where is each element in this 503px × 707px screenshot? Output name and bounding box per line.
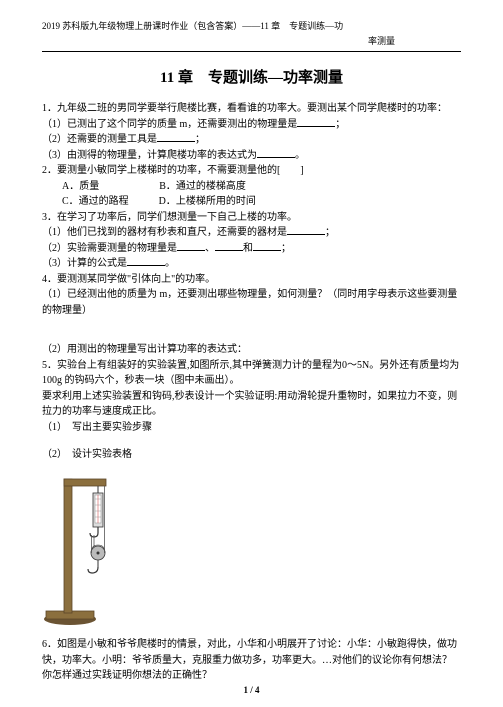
q1-1-end: ； xyxy=(335,119,345,130)
q3: 3．在学习了功率后，同学们想测量一下自己上楼的功率。 xyxy=(42,210,461,226)
q2-a: A．质量 B．通过的楼梯高度 xyxy=(42,179,461,195)
q2-b: C．通过的路程 D．上楼梯所用的时间 xyxy=(42,194,461,210)
header-line-1: 2019 苏科版九年级物理上册课时作业（包含答案）——11 章 专题训练—功 xyxy=(42,20,461,33)
page-number: 1 / 4 xyxy=(0,685,503,695)
q5-2: （2） 设计实验表格 xyxy=(42,447,461,463)
apparatus-figure xyxy=(42,471,461,632)
apparatus-svg xyxy=(42,471,132,626)
blank xyxy=(215,241,243,251)
blank xyxy=(177,241,205,251)
q3-1-text: （1）他们已找到的器材有秒表和直尺，还需要的器材是 xyxy=(42,227,287,238)
document-title: 11 章 专题训练—功率测量 xyxy=(42,66,461,87)
blank xyxy=(253,241,281,251)
q4-2: （2）用测出的物理量写出计算功率的表达式： xyxy=(42,342,461,358)
q5a: 要求利用上述实验装置和钩码,秒表设计一个实验证明:用动滑轮提升重物时，如果拉力不… xyxy=(42,389,461,420)
q3-2-m1: 、 xyxy=(205,243,215,254)
q1-3-text: （3）由测得的物理量，计算爬楼功率的表达式为 xyxy=(42,150,257,161)
q1-2-end: ； xyxy=(195,134,205,145)
q3-1: （1）他们已找到的器材有秒表和直尺，还需要的器材是 ； xyxy=(42,225,461,241)
q3-2: （2）实验需要测量的物理量是 、 和 ； xyxy=(42,241,461,257)
pulley-axle xyxy=(97,551,100,554)
q4: 4．要测测某同学做"引体向上"的功率。 xyxy=(42,272,461,288)
q3-2-m2: 和 xyxy=(243,243,253,254)
q4-1: （1）已经测出他的质量为 m，还要测出哪些物理量，如何测量？（同时用字母表示这些… xyxy=(42,287,461,318)
q5: 5．实验台上有组装好的实验装置,如图所示,其中弹簧测力计的量程为0～5N。另外还… xyxy=(42,358,461,389)
top-arm xyxy=(64,479,106,486)
blank xyxy=(287,225,325,235)
q1: 1．九年级二班的男同学要举行爬楼比赛，看看谁的功率大。要测出某个同学爬楼时的功率… xyxy=(42,101,461,117)
q3-1-end: ； xyxy=(325,227,335,238)
q1-3: （3）由测得的物理量，计算爬楼功率的表达式为 。 xyxy=(42,148,461,164)
header-line-2: 率测量 xyxy=(42,35,461,48)
q6: 6．如图是小敏和爷爷爬楼时的情景，对此，小华和小明展开了讨论：小华：小敏跑得快，… xyxy=(42,637,461,684)
q3-3: （3）计算的公式是 。 xyxy=(42,256,461,272)
q3-2-end: ； xyxy=(281,243,291,254)
q3-3-end: 。 xyxy=(165,258,175,269)
pulley-hook xyxy=(88,567,98,573)
body-content: 1．九年级二班的男同学要举行爬楼比赛，看看谁的功率大。要测出某个同学爬楼时的功率… xyxy=(42,101,461,684)
q1-2-text: （2）还需要的测量工具是 xyxy=(42,134,157,145)
header-divider xyxy=(42,51,461,52)
blank xyxy=(157,132,195,142)
q1-1: （1）已测出了这个同学的质量 m，还需要测出的物理量是 ； xyxy=(42,117,461,133)
blank xyxy=(297,117,335,127)
q3-2-text: （2）实验需要测量的物理量是 xyxy=(42,243,177,254)
blank-space xyxy=(42,435,461,447)
blank-space xyxy=(42,318,461,342)
stand-pole xyxy=(64,479,72,613)
q3-3-text: （3）计算的公式是 xyxy=(42,258,127,269)
q2: 2．要测量小敏同学上楼梯时的功率，不需要测量他的[ ] xyxy=(42,163,461,179)
q5-1: （1） 写出主要实验步骤 xyxy=(42,420,461,436)
blank xyxy=(257,148,295,158)
q1-1-text: （1）已测出了这个同学的质量 m，还需要测出的物理量是 xyxy=(42,119,297,130)
q1-2: （2）还需要的测量工具是 ； xyxy=(42,132,461,148)
q1-3-end: 。 xyxy=(295,150,305,161)
blank xyxy=(127,256,165,266)
